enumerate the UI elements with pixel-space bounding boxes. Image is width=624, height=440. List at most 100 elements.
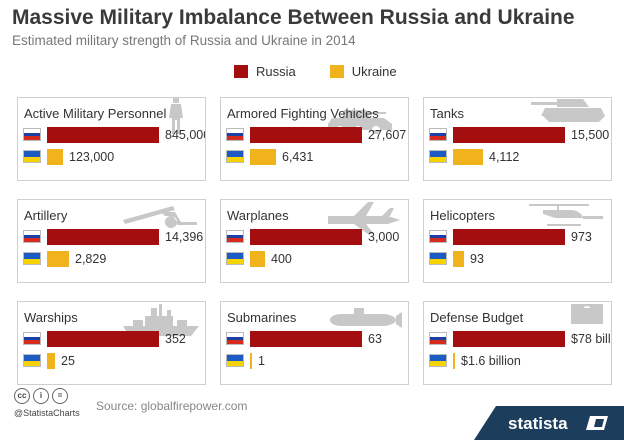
- ukraine-flag-icon: [226, 252, 244, 265]
- artillery-shape: [123, 206, 197, 228]
- russia-value-label: $78 billion: [571, 332, 611, 346]
- warship-shape: [123, 304, 199, 336]
- legend-item-russia: Russia: [234, 64, 296, 79]
- ukraine-value-label: $1.6 billion: [461, 354, 521, 368]
- russia-flag-icon: [429, 230, 447, 243]
- russia-bar: [47, 331, 159, 347]
- legend-label-ukraine: Ukraine: [351, 64, 397, 79]
- money-shape: [571, 304, 603, 324]
- ukraine-bar: [47, 149, 63, 165]
- statista-logo-text: statista: [508, 414, 568, 433]
- russia-bar: [453, 331, 565, 347]
- russia-bar: [250, 127, 362, 143]
- submarine-shape: [330, 308, 402, 328]
- russia-flag-icon: [226, 230, 244, 243]
- russia-value-label: 27,607: [368, 128, 407, 142]
- legend-item-ukraine: Ukraine: [329, 64, 397, 79]
- panel-armored-fighting-vehicles: Armored Fighting Vehicles 27,607 6,431: [220, 97, 409, 181]
- panel-title: Warships: [24, 310, 78, 325]
- ukraine-value-label: 4,112: [489, 150, 520, 164]
- ukraine-value-label: 93: [470, 252, 484, 266]
- panel-title: Armored Fighting Vehicles: [227, 106, 379, 121]
- submarine-icon: [324, 302, 404, 345]
- ukraine-bar: [47, 353, 55, 369]
- russia-value-label: 3,000: [368, 230, 400, 244]
- panel-title: Tanks: [430, 106, 464, 121]
- ukraine-value-label: 6,431: [282, 150, 314, 164]
- source-note: Source: globalfirepower.com: [96, 399, 248, 413]
- russia-value-label: 14,396: [165, 230, 204, 244]
- russia-value-label: 352: [165, 332, 186, 346]
- panel-defense-budget: Defense Budget $78 billion $1.6 billion: [423, 301, 612, 385]
- license-icons: cc i =: [14, 388, 68, 404]
- no-derivatives-icon: =: [52, 388, 68, 404]
- panel-helicopters: Helicopters 973 93: [423, 199, 612, 283]
- russia-flag-icon: [23, 128, 41, 141]
- ukraine-value-label: 123,000: [69, 150, 115, 164]
- ukraine-flag-icon: [226, 150, 244, 163]
- ukraine-bar: [453, 251, 464, 267]
- helicopter-shape: [529, 204, 603, 226]
- ukraine-flag-icon: [429, 354, 447, 367]
- helicopter-icon: [527, 200, 607, 243]
- warplane-icon: [324, 200, 404, 243]
- panel-artillery: Artillery 14,396 2,829: [17, 199, 206, 283]
- russia-bar: [47, 127, 159, 143]
- money-icon: [527, 302, 607, 345]
- ukraine-flag-icon: [23, 150, 41, 163]
- ukraine-value-label: 2,829: [75, 252, 107, 266]
- panel-title: Defense Budget: [430, 310, 524, 325]
- russia-flag-icon: [429, 128, 447, 141]
- panel-warplanes: Warplanes 3,000 400: [220, 199, 409, 283]
- ukraine-value-label: 400: [271, 252, 292, 266]
- warship-icon: [121, 302, 201, 345]
- ukraine-flag-icon: [23, 252, 41, 265]
- ukraine-value-label: 25: [61, 354, 75, 368]
- panel-title: Active Military Personnel: [24, 106, 167, 121]
- panel-title: Warplanes: [227, 208, 289, 223]
- panel-tanks: Tanks 15,500 4,112: [423, 97, 612, 181]
- panel-warships: Warships 352 25: [17, 301, 206, 385]
- ukraine-bar: [47, 251, 69, 267]
- twitter-handle: @StatistaCharts: [14, 408, 80, 418]
- panel-title: Submarines: [227, 310, 297, 325]
- russia-bar: [250, 229, 362, 245]
- ukraine-flag-icon: [429, 252, 447, 265]
- soldier-icon: [121, 98, 201, 141]
- ukraine-flag-icon: [23, 354, 41, 367]
- ukraine-bar: [250, 353, 252, 369]
- russia-value-label: 973: [571, 230, 592, 244]
- russia-bar: [453, 229, 565, 245]
- russia-bar: [47, 229, 159, 245]
- russia-bar: [250, 331, 362, 347]
- soldier-shape: [169, 98, 183, 134]
- tank-shape: [531, 99, 605, 122]
- russia-bar: [453, 127, 565, 143]
- statista-logo: statista: [474, 406, 624, 440]
- ukraine-bar: [250, 149, 276, 165]
- panel-title: Helicopters: [430, 208, 496, 223]
- russia-flag-icon: [23, 230, 41, 243]
- legend-label-russia: Russia: [256, 64, 296, 79]
- legend-swatch-ukraine: [329, 65, 344, 78]
- attribution-icon: i: [33, 388, 49, 404]
- chart-title: Massive Military Imbalance Between Russi…: [12, 6, 575, 29]
- russia-value-label: 63: [368, 332, 382, 346]
- footer: cc i = @StatistaCharts Source: globalfir…: [0, 384, 624, 440]
- russia-flag-icon: [429, 332, 447, 345]
- panel-title: Artillery: [24, 208, 68, 223]
- ukraine-bar: [453, 353, 455, 369]
- russia-value-label: 845,000: [165, 128, 206, 142]
- ukraine-value-label: 1: [258, 354, 265, 368]
- panel-active-military-personnel: Active Military Personnel 845,000 123,000: [17, 97, 206, 181]
- legend: Russia Ukraine: [234, 64, 397, 79]
- warplane-shape: [328, 202, 400, 234]
- russia-value-label: 15,500: [571, 128, 610, 142]
- cc-icon: cc: [14, 388, 30, 404]
- legend-swatch-russia: [234, 65, 248, 78]
- ukraine-flag-icon: [226, 354, 244, 367]
- tank-icon: [527, 98, 607, 141]
- russia-flag-icon: [226, 332, 244, 345]
- ukraine-bar: [250, 251, 265, 267]
- russia-flag-icon: [226, 128, 244, 141]
